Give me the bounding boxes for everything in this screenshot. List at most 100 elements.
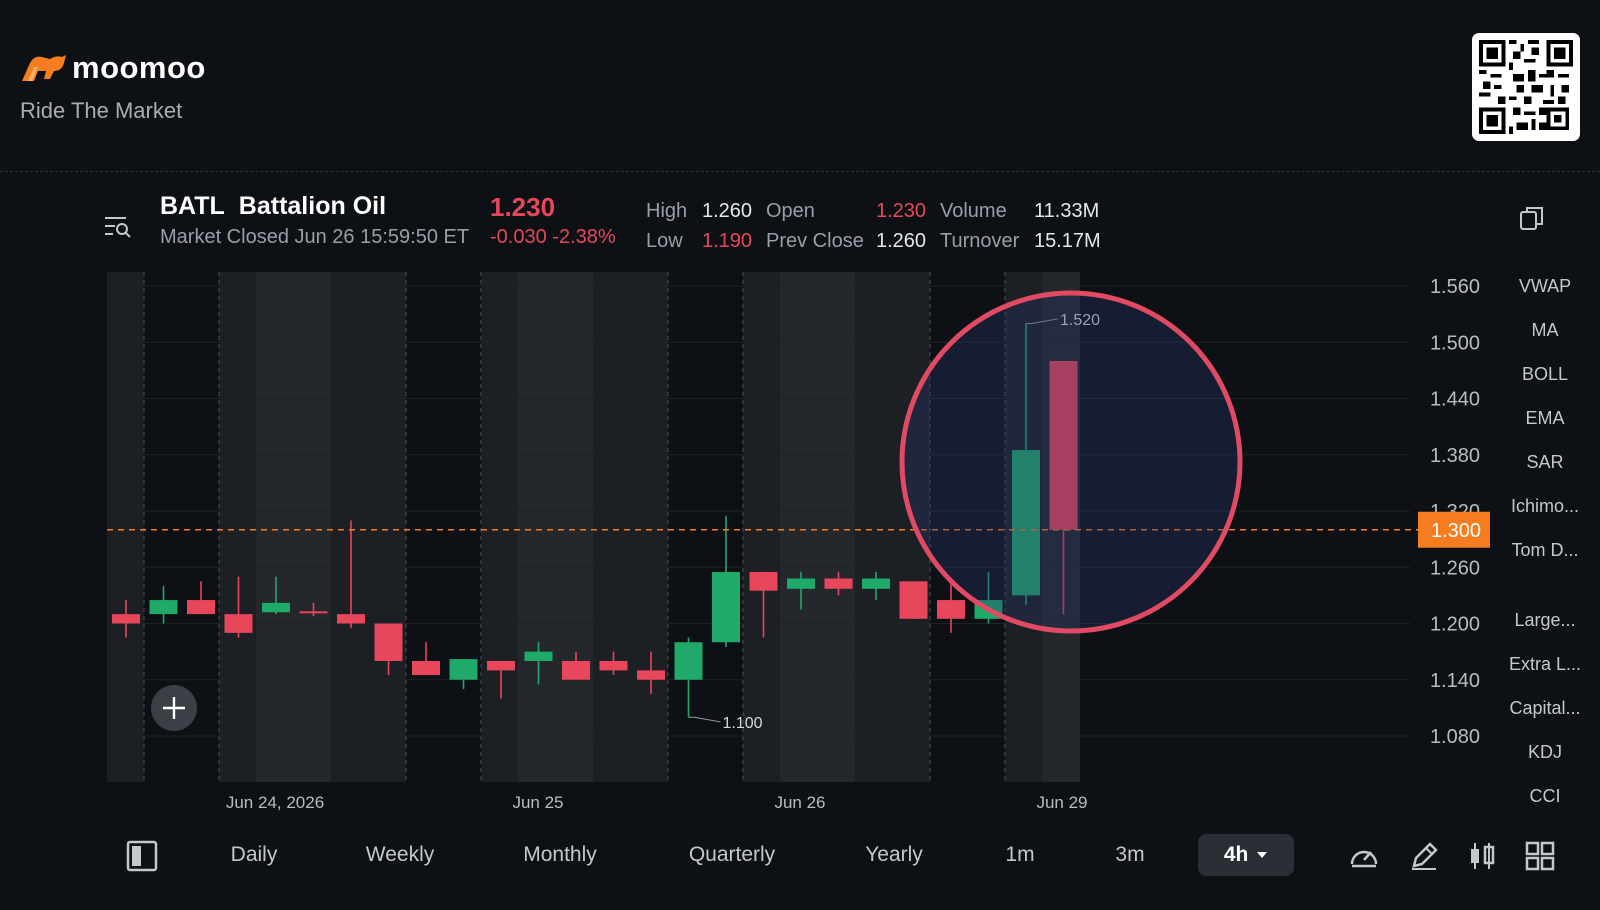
candle-body-19[interactable] xyxy=(824,578,853,589)
session-band-3 xyxy=(331,272,406,782)
stat-values-col1: 1.260 1.190 xyxy=(702,196,752,256)
grid-icon[interactable] xyxy=(1524,840,1556,872)
candle-body-17[interactable] xyxy=(749,571,778,591)
period-4h-label: 4h xyxy=(1223,843,1249,866)
stat-values-col3: 11.33M 15.17M xyxy=(1034,196,1101,256)
candle-body-18[interactable] xyxy=(787,578,815,589)
candle-body-2[interactable] xyxy=(187,600,215,615)
turnover-value: 15.17M xyxy=(1034,230,1101,252)
period-3m[interactable]: 3m xyxy=(1115,843,1145,866)
x-label-1: Jun 25 xyxy=(512,793,563,812)
candle-body-6[interactable] xyxy=(337,614,365,624)
menu-search-icon[interactable] xyxy=(104,214,132,240)
speedometer-icon[interactable] xyxy=(1348,840,1380,872)
indicator-3[interactable]: EMA xyxy=(1525,408,1565,428)
candle-body-22[interactable] xyxy=(937,600,965,619)
company-name: Battalion Oil xyxy=(238,192,387,220)
y-tick-7: 1.140 xyxy=(1430,670,1480,692)
indicator-0[interactable]: VWAP xyxy=(1518,276,1572,296)
stat-labels-col2: Open Prev Close xyxy=(766,196,864,256)
candle-body-12[interactable] xyxy=(562,661,590,680)
stat-labels-col3: Volume Turnover xyxy=(940,196,1019,256)
indicator-8[interactable]: Extra L... xyxy=(1508,654,1582,674)
layout-icon[interactable] xyxy=(126,840,158,872)
candlestick-icon[interactable] xyxy=(1466,840,1498,872)
y-tick-8: 1.080 xyxy=(1430,726,1480,748)
session-band-6 xyxy=(593,272,668,782)
indicator-5[interactable]: Ichimo... xyxy=(1510,496,1580,516)
candle-body-11[interactable] xyxy=(524,651,553,661)
bottom-toolbar: Daily Weekly Monthly Quarterly Yearly 1m… xyxy=(0,834,1600,890)
high-annotation-leader xyxy=(1026,318,1059,324)
last-price: 1.230 xyxy=(490,192,556,222)
candle-body-9[interactable] xyxy=(449,659,478,680)
tagline: Ride The Market xyxy=(20,98,183,123)
candle-body-0[interactable] xyxy=(112,614,140,624)
high-label: High xyxy=(646,200,688,222)
current-price-label: 1.300 xyxy=(1431,520,1481,542)
period-yearly[interactable]: Yearly xyxy=(865,843,923,866)
candle-body-16[interactable] xyxy=(712,571,740,643)
candle-body-7[interactable] xyxy=(374,623,403,662)
candle-body-1[interactable] xyxy=(149,600,178,615)
open-label: Open xyxy=(766,200,815,222)
period-daily[interactable]: Daily xyxy=(230,843,278,866)
market-status: Market Closed Jun 26 15:59:50 ET xyxy=(160,226,470,248)
candle-body-20[interactable] xyxy=(862,578,890,589)
period-monthly[interactable]: Monthly xyxy=(523,843,597,866)
low-label: Low xyxy=(646,230,683,252)
indicator-4[interactable]: SAR xyxy=(1526,452,1564,472)
prev-close-label: Prev Close xyxy=(766,230,864,252)
indicator-9[interactable]: Capital... xyxy=(1509,698,1581,718)
indicator-7[interactable]: Large... xyxy=(1514,610,1576,630)
change-value: -0.030 xyxy=(490,226,547,248)
candle-body-5[interactable] xyxy=(299,611,328,614)
candle-body-14[interactable] xyxy=(637,670,665,680)
copy-icon[interactable] xyxy=(1518,204,1546,232)
period-1m[interactable]: 1m xyxy=(1005,843,1035,866)
brand: moomoo xyxy=(20,50,206,86)
stat-values-col2: 1.230 1.260 xyxy=(876,196,926,256)
y-tick-2: 1.440 xyxy=(1430,389,1480,411)
volume-value: 11.33M xyxy=(1034,200,1100,222)
session-band-8 xyxy=(780,272,855,782)
y-tick-0: 1.560 xyxy=(1430,276,1480,298)
session-band-0 xyxy=(107,272,144,782)
qr-code xyxy=(1472,33,1580,141)
indicator-1[interactable]: MA xyxy=(1531,320,1559,340)
candle-body-15[interactable] xyxy=(674,642,703,680)
indicator-2[interactable]: BOLL xyxy=(1521,364,1569,384)
low-annotation: 1.100 xyxy=(723,715,763,732)
current-price-badge xyxy=(1418,511,1490,548)
candle-body-25[interactable] xyxy=(1049,361,1078,530)
session-band-2 xyxy=(256,272,331,782)
indicator-11[interactable]: CCI xyxy=(1529,786,1561,806)
brand-name: moomoo xyxy=(72,50,206,85)
candle-body-10[interactable] xyxy=(487,661,515,671)
candle-body-13[interactable] xyxy=(599,661,628,671)
volume-label: Volume xyxy=(940,200,1007,222)
stat-labels-col1: High Low xyxy=(646,196,687,256)
pencil-icon[interactable] xyxy=(1408,840,1440,872)
y-tick-1: 1.500 xyxy=(1430,332,1480,354)
candle-body-21[interactable] xyxy=(899,581,928,619)
candle-body-8[interactable] xyxy=(412,661,440,676)
candle-body-24[interactable] xyxy=(1012,450,1040,596)
candle-body-3[interactable] xyxy=(224,614,253,633)
highlight-circle xyxy=(899,290,1243,634)
candlestick-chart[interactable]: 1.5601.5001.4401.3801.3201.2601.2001.140… xyxy=(0,262,1490,822)
turnover-label: Turnover xyxy=(940,230,1020,252)
period-4h-dropdown[interactable]: 4h xyxy=(1198,834,1294,876)
period-quarterly[interactable]: Quarterly xyxy=(688,843,776,866)
quote-title: BATL Battalion Oil xyxy=(160,192,386,221)
chart-canvas[interactable]: 1.5601.5001.4401.3801.3201.2601.2001.140… xyxy=(0,262,1490,822)
indicator-10[interactable]: KDJ xyxy=(1527,742,1562,762)
session-band-7 xyxy=(743,272,780,782)
session-band-1 xyxy=(219,272,256,782)
header-divider xyxy=(0,171,1600,172)
indicator-6[interactable]: Tom D... xyxy=(1511,540,1579,560)
period-weekly[interactable]: Weekly xyxy=(365,843,435,866)
moomoo-bull-logo xyxy=(22,55,66,81)
x-label-0: Jun 24, 2026 xyxy=(226,793,324,812)
candle-body-4[interactable] xyxy=(262,602,290,613)
